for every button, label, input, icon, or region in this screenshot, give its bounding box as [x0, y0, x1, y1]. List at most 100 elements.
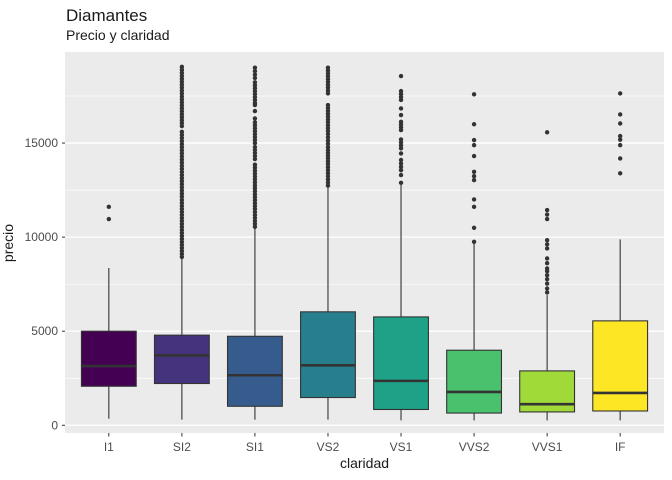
- outlier-point: [471, 122, 477, 127]
- y-tick-label: 15000: [25, 136, 59, 150]
- outlier-point: [398, 88, 404, 94]
- x-tick-label: VVS2: [459, 440, 490, 454]
- outlier-point: [252, 72, 258, 77]
- outlier-point: [252, 116, 258, 121]
- boxplot-VS1: [373, 73, 429, 421]
- boxplot-SI1: [226, 65, 283, 420]
- box-iqr: [80, 330, 137, 387]
- outlier-point: [179, 138, 185, 144]
- box-iqr: [446, 349, 503, 414]
- outlier-point: [617, 91, 623, 96]
- outlier-point: [325, 147, 331, 153]
- outlier-point: [398, 151, 404, 156]
- outlier-point: [179, 163, 185, 168]
- outlier-point: [398, 106, 404, 111]
- x-tick-label: VVS1: [532, 440, 563, 454]
- outlier-point: [471, 177, 477, 183]
- x-axis-title: claridad: [339, 455, 390, 471]
- outlier-point: [106, 216, 112, 222]
- box-iqr: [592, 320, 649, 412]
- outlier-point: [252, 120, 258, 125]
- outlier-point: [252, 108, 258, 114]
- outlier-point: [471, 225, 477, 231]
- outlier-point: [325, 138, 331, 143]
- outlier-point: [544, 286, 550, 291]
- outlier-point: [252, 147, 258, 153]
- outlier-point: [617, 112, 623, 117]
- outlier-point: [179, 188, 185, 193]
- outlier-point: [471, 173, 477, 179]
- outlier-point: [544, 242, 550, 247]
- outlier-point: [179, 166, 185, 172]
- outlier-point: [325, 183, 331, 188]
- outlier-point: [179, 197, 185, 203]
- outlier-point: [252, 68, 258, 74]
- outlier-point: [398, 73, 404, 79]
- x-tick-label: I1: [104, 440, 114, 454]
- outlier-point: [179, 175, 185, 181]
- boxplot-VVS1: [519, 130, 576, 421]
- outlier-point: [544, 130, 550, 135]
- outlier-point: [179, 182, 185, 187]
- outlier-point: [252, 162, 258, 167]
- outlier-point: [179, 172, 185, 178]
- outlier-point: [325, 131, 331, 137]
- outlier-point: [325, 141, 331, 146]
- outlier-point: [471, 169, 477, 175]
- outlier-point: [106, 204, 112, 210]
- outlier-point: [325, 135, 331, 140]
- outlier-point: [544, 281, 550, 286]
- boxplot-IF: [592, 91, 649, 421]
- outlier-point: [471, 137, 477, 143]
- outlier-point: [179, 148, 185, 153]
- outlier-point: [325, 168, 331, 173]
- outlier-point: [325, 102, 331, 108]
- outlier-point: [471, 92, 477, 97]
- outlier-point: [471, 204, 477, 210]
- outlier-point: [179, 169, 185, 175]
- outlier-point: [398, 164, 404, 169]
- box-iqr: [226, 335, 283, 407]
- outlier-point: [617, 156, 623, 161]
- outlier-point: [544, 212, 550, 217]
- outlier-point: [325, 144, 331, 150]
- outlier-point: [471, 153, 477, 159]
- boxplot-I1: [80, 204, 137, 419]
- outlier-point: [179, 132, 185, 138]
- outlier-point: [325, 174, 331, 179]
- outlier-point: [544, 260, 550, 266]
- outlier-point: [179, 154, 185, 159]
- outlier-point: [617, 142, 623, 148]
- outlier-point: [471, 142, 477, 148]
- y-tick-label: 0: [51, 418, 58, 432]
- outlier-point: [179, 157, 185, 162]
- box-iqr: [519, 370, 576, 413]
- outlier-point: [544, 266, 550, 271]
- plot-subtitle: Precio y claridad: [66, 27, 170, 43]
- outlier-point: [252, 150, 258, 156]
- outlier-point: [398, 172, 404, 178]
- x-tick-label: SI1: [246, 440, 264, 454]
- x-tick-label: IF: [615, 440, 626, 454]
- outlier-point: [179, 191, 185, 196]
- outlier-point: [398, 180, 404, 185]
- outlier-point: [544, 256, 550, 261]
- outlier-point: [325, 171, 331, 176]
- outlier-point: [179, 141, 185, 147]
- outlier-point: [398, 167, 404, 173]
- outlier-point: [252, 144, 258, 150]
- outlier-point: [179, 185, 185, 190]
- outlier-point: [617, 121, 623, 126]
- outlier-point: [179, 194, 185, 199]
- plot-title: Diamantes: [66, 6, 148, 25]
- outlier-point: [471, 239, 477, 245]
- outlier-point: [471, 197, 477, 202]
- boxplot-VS2: [300, 65, 356, 420]
- outlier-point: [179, 129, 185, 134]
- outlier-point: [398, 157, 404, 163]
- outlier-point: [617, 133, 623, 139]
- outlier-point: [544, 237, 550, 243]
- outlier-point: [252, 156, 258, 162]
- outlier-point: [252, 80, 258, 85]
